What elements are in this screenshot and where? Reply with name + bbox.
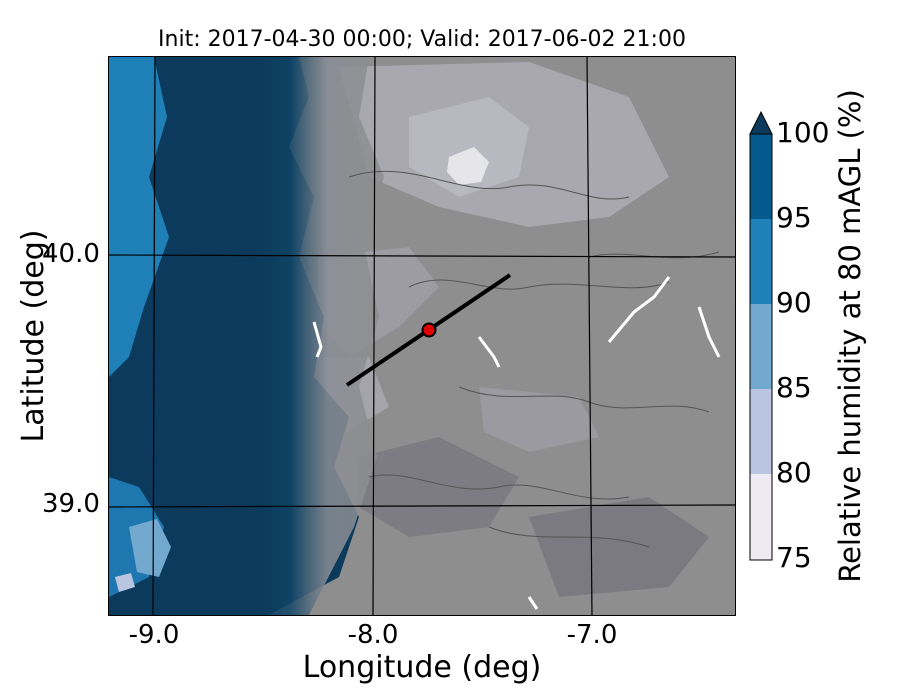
xtick-label: -8.0 bbox=[347, 620, 399, 650]
river-streaks bbox=[312, 276, 721, 610]
x-axis-label: Longitude (deg) bbox=[302, 650, 542, 685]
site-marker bbox=[421, 322, 437, 338]
colorbar-tick-label: 85 bbox=[776, 371, 812, 404]
xtick-label: -7.0 bbox=[566, 620, 618, 650]
humid-zone-transition bbox=[259, 57, 384, 615]
y-axis-label: Latitude (deg) bbox=[16, 229, 51, 443]
graticule bbox=[109, 57, 735, 615]
colorbar-bin bbox=[750, 219, 772, 304]
humid-zone-85-90 bbox=[129, 519, 171, 577]
colorbar-bin bbox=[750, 389, 772, 474]
colorbar-tick-label: 100 bbox=[776, 116, 830, 149]
colorbar-tick-label: 90 bbox=[776, 286, 812, 319]
colorbar-bin bbox=[750, 134, 772, 219]
colorbar bbox=[749, 110, 773, 561]
upland-patch bbox=[409, 97, 529, 197]
upland-patch bbox=[479, 387, 599, 452]
colorbar-label: Relative humidity at 80 mAGL (%) bbox=[833, 89, 867, 583]
colorbar-extend-arrow bbox=[749, 110, 773, 135]
map-panel bbox=[108, 56, 736, 616]
plot-title: Init: 2017-04-30 00:00; Valid: 2017-06-0… bbox=[158, 27, 686, 52]
colorbar-bin bbox=[750, 474, 772, 560]
valley-patch bbox=[359, 437, 519, 537]
valley-patch bbox=[529, 497, 709, 597]
humid-zone-80-85 bbox=[115, 573, 135, 592]
colorbar-outline bbox=[749, 133, 773, 561]
ytick-label: 39.0 bbox=[42, 489, 100, 519]
humid-zone-90-95 bbox=[109, 57, 169, 377]
ytick-label: 40.0 bbox=[42, 239, 100, 269]
colorbar-tick-label: 95 bbox=[776, 201, 812, 234]
colorbar-tick-label: 80 bbox=[776, 456, 812, 489]
xtick-label: -9.0 bbox=[128, 620, 180, 650]
humidity-map bbox=[109, 57, 735, 615]
colorbar-bin bbox=[750, 304, 772, 389]
upland-highlight bbox=[447, 147, 489, 185]
colorbar-tick-label: 75 bbox=[776, 541, 812, 574]
